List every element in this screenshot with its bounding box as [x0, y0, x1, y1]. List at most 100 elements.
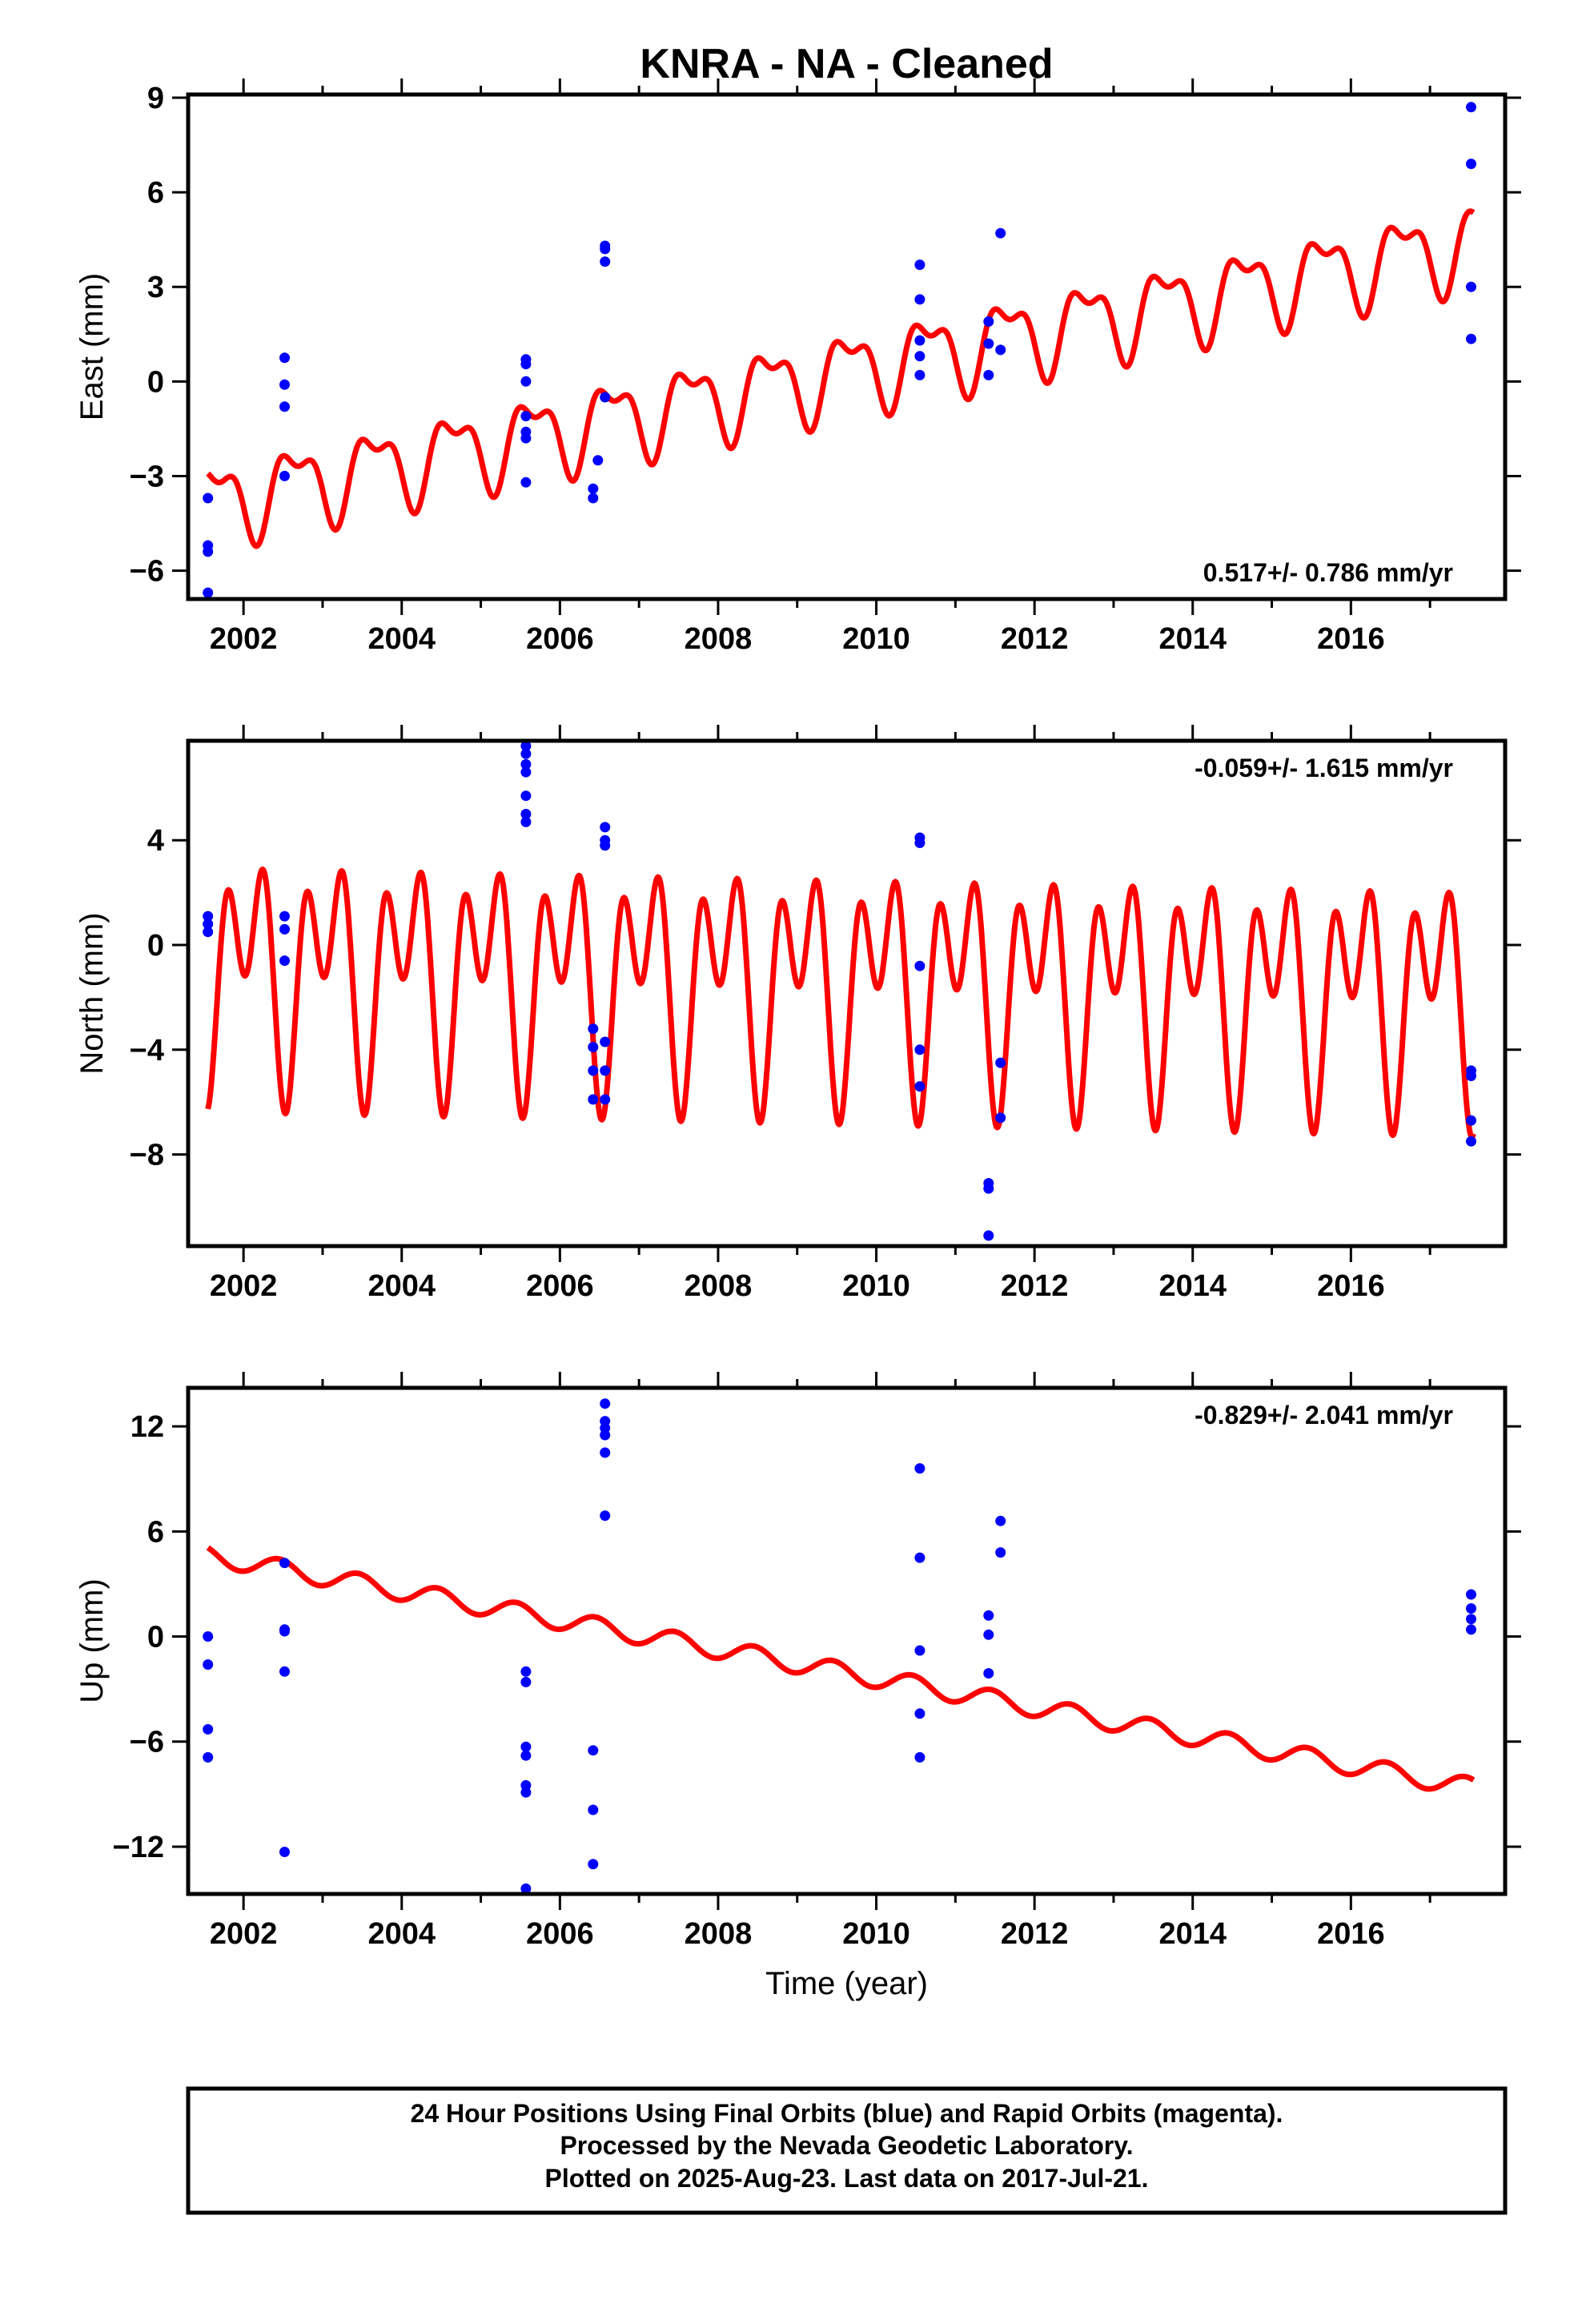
data-point	[983, 1668, 994, 1679]
x-tick-label: 2016	[1317, 622, 1385, 656]
x-tick-label: 2008	[685, 1917, 753, 1951]
data-point	[520, 790, 532, 802]
model-curve	[205, 866, 1476, 1140]
y-tick-label: 0	[147, 365, 164, 399]
data-point	[1466, 1115, 1476, 1126]
y-tick-label: 3	[147, 271, 164, 304]
y-axis-label: East (mm)	[74, 273, 110, 420]
data-point	[279, 1558, 290, 1569]
data-point	[592, 455, 604, 466]
rate-annotation: 0.517+/- 0.786 mm/yr	[1203, 558, 1453, 587]
x-tick-label: 2008	[685, 622, 753, 656]
data-point	[600, 1065, 611, 1076]
x-tick-label: 2008	[685, 1269, 753, 1303]
data-point	[203, 911, 214, 922]
data-point	[1466, 1624, 1476, 1635]
data-point	[914, 1751, 926, 1763]
y-axis-label: North (mm)	[74, 912, 110, 1074]
x-tick-label: 2004	[367, 622, 436, 656]
data-point	[588, 1745, 599, 1756]
data-point	[983, 369, 994, 380]
data-point	[995, 1057, 1006, 1068]
y-tick-label: 6	[147, 1515, 164, 1549]
data-point	[520, 432, 532, 444]
data-point	[600, 1510, 611, 1522]
data-point	[600, 243, 611, 255]
data-point	[588, 1804, 599, 1815]
data-point	[203, 1723, 214, 1735]
rate-annotation: -0.059+/- 1.615 mm/yr	[1195, 754, 1453, 782]
x-tick-label: 2014	[1158, 1917, 1227, 1951]
x-tick-label: 2004	[367, 1269, 436, 1303]
data-point	[600, 1094, 611, 1105]
data-point	[1466, 159, 1476, 170]
model-curve	[206, 208, 1476, 549]
data-point	[588, 1065, 599, 1076]
data-point	[1466, 1071, 1476, 1081]
y-tick-label: 6	[147, 176, 164, 210]
data-point	[914, 838, 926, 848]
data-point	[600, 840, 611, 851]
y-tick-label: −12	[113, 1831, 164, 1864]
data-point	[520, 748, 532, 759]
data-point	[1466, 1589, 1476, 1600]
data-point	[588, 483, 599, 494]
data-point	[279, 401, 290, 412]
data-point	[1466, 333, 1476, 344]
data-point	[520, 809, 532, 819]
data-point	[600, 392, 611, 403]
data-point	[588, 1042, 599, 1052]
data-point	[203, 1631, 214, 1642]
data-point	[520, 1666, 532, 1677]
data-point	[983, 1183, 994, 1194]
data-point	[983, 1610, 994, 1621]
x-tick-label: 2014	[1158, 622, 1227, 656]
data-point	[1466, 1614, 1476, 1625]
data-point	[279, 911, 290, 922]
data-point	[914, 1044, 926, 1055]
data-point	[203, 1659, 214, 1670]
data-point	[520, 758, 532, 770]
panel-1: 2002 2004 2006 2008 2010 2012 2014 2016 −8 −4 0 4 No…	[74, 725, 1521, 1303]
data-point	[520, 816, 532, 827]
x-tick-label: 2012	[1001, 1917, 1069, 1951]
x-tick-label: 2012	[1001, 1269, 1069, 1303]
data-point	[279, 470, 290, 481]
data-point	[520, 1741, 532, 1752]
data-point	[203, 1751, 214, 1763]
y-tick-label: −4	[130, 1034, 164, 1068]
x-tick-label: 2006	[526, 1269, 594, 1303]
data-point	[1466, 1603, 1476, 1614]
x-tick-label: 2002	[210, 1917, 278, 1951]
x-tick-label: 2010	[842, 1917, 910, 1951]
data-point	[995, 1515, 1006, 1526]
chart-title: KNRA - NA - Cleaned	[640, 41, 1053, 87]
data-point	[588, 1094, 599, 1105]
y-tick-label: 9	[147, 82, 164, 115]
model-curve	[206, 1545, 1476, 1792]
data-point	[1466, 281, 1476, 292]
data-point	[600, 256, 611, 267]
y-tick-label: 12	[130, 1410, 164, 1444]
data-point	[914, 351, 926, 362]
data-point	[279, 1626, 290, 1637]
panel-2: 2002 2004 2006 2008 2010 2012 2014 2016 −12 −6 0 6 1…	[74, 1372, 1521, 1951]
data-point	[520, 741, 532, 751]
data-point	[914, 1552, 926, 1563]
x-tick-label: 2002	[210, 1269, 278, 1303]
data-point	[203, 919, 214, 930]
data-point	[1466, 1136, 1476, 1147]
plot-frame	[186, 1385, 1508, 1896]
data-point	[914, 1708, 926, 1719]
data-point	[520, 1883, 532, 1894]
data-point	[1466, 102, 1476, 113]
data-point	[600, 1398, 611, 1409]
data-point	[914, 335, 926, 346]
data-point	[203, 927, 214, 938]
data-point	[520, 411, 532, 422]
x-tick-label: 2012	[1001, 622, 1069, 656]
data-point	[983, 1629, 994, 1640]
data-point	[279, 1666, 290, 1677]
data-point	[995, 1547, 1006, 1558]
